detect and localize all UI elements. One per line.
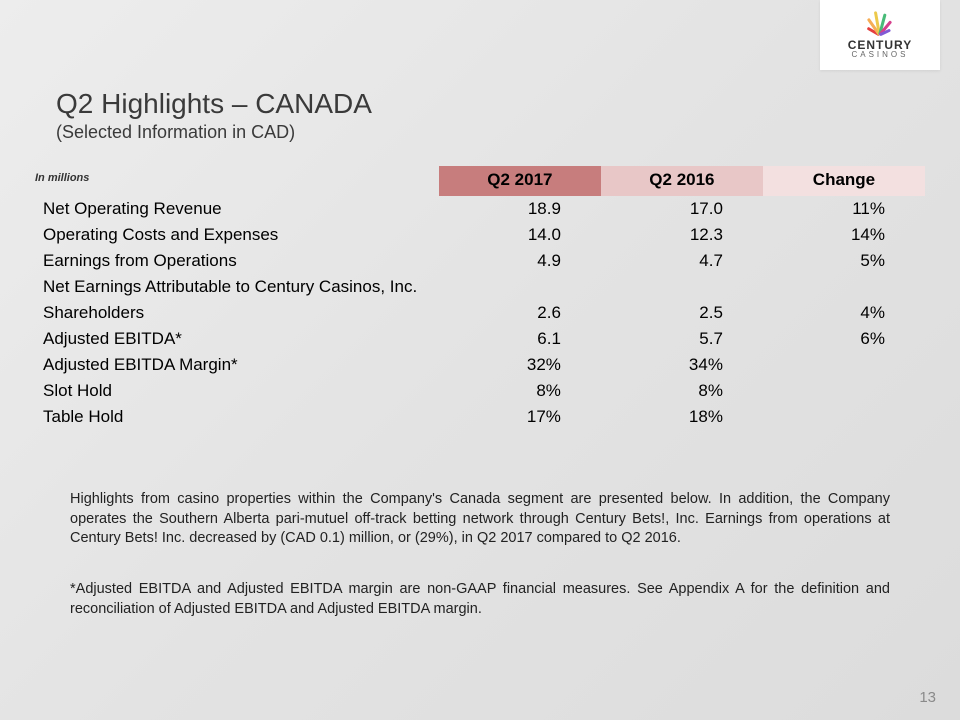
row-q2017: 18.9 <box>439 196 601 222</box>
table-row: Net Earnings Attributable to Century Cas… <box>35 274 925 300</box>
row-change: 4% <box>763 300 925 326</box>
row-q2016: 8% <box>601 378 763 404</box>
row-label: Net Earnings Attributable to Century Cas… <box>35 274 439 300</box>
header-change: Change <box>763 166 925 196</box>
row-q2017: 32% <box>439 352 601 378</box>
row-change <box>763 274 925 300</box>
row-label: Slot Hold <box>35 378 439 404</box>
row-label: Adjusted EBITDA* <box>35 326 439 352</box>
header-q2-2017: Q2 2017 <box>439 166 601 196</box>
row-q2016: 34% <box>601 352 763 378</box>
row-q2017: 8% <box>439 378 601 404</box>
row-label: Net Operating Revenue <box>35 196 439 222</box>
financial-table-wrap: Q2 2017 Q2 2016 Change Net Operating Rev… <box>35 166 925 430</box>
row-q2016: 12.3 <box>601 222 763 248</box>
row-q2017: 2.6 <box>439 300 601 326</box>
header-q2-2016: Q2 2016 <box>601 166 763 196</box>
row-label: Shareholders <box>35 300 439 326</box>
row-label: Operating Costs and Expenses <box>35 222 439 248</box>
table-row: Earnings from Operations4.94.75% <box>35 248 925 274</box>
row-q2016: 4.7 <box>601 248 763 274</box>
row-change <box>763 352 925 378</box>
page-title: Q2 Highlights – CANADA <box>56 88 372 120</box>
logo: CENTURY CASINOS <box>848 11 913 59</box>
row-change: 6% <box>763 326 925 352</box>
header-blank <box>35 166 439 196</box>
table-row: Slot Hold8%8% <box>35 378 925 404</box>
table-header-row: Q2 2017 Q2 2016 Change <box>35 166 925 196</box>
logo-burst-icon <box>860 11 900 37</box>
table-row: Table Hold17%18% <box>35 404 925 430</box>
table-row: Net Operating Revenue18.917.011% <box>35 196 925 222</box>
row-q2016: 17.0 <box>601 196 763 222</box>
row-q2016: 2.5 <box>601 300 763 326</box>
row-q2016: 5.7 <box>601 326 763 352</box>
row-change: 14% <box>763 222 925 248</box>
row-change: 5% <box>763 248 925 274</box>
table-row: Shareholders2.62.54% <box>35 300 925 326</box>
row-q2017: 17% <box>439 404 601 430</box>
page-subtitle: (Selected Information in CAD) <box>56 122 372 143</box>
row-label: Earnings from Operations <box>35 248 439 274</box>
footnote-text: *Adjusted EBITDA and Adjusted EBITDA mar… <box>70 580 890 619</box>
row-change <box>763 378 925 404</box>
row-label: Adjusted EBITDA Margin* <box>35 352 439 378</box>
row-q2017: 6.1 <box>439 326 601 352</box>
row-change <box>763 404 925 430</box>
financial-table: Q2 2017 Q2 2016 Change Net Operating Rev… <box>35 166 925 430</box>
highlights-paragraph: Highlights from casino properties within… <box>70 490 890 549</box>
row-change: 11% <box>763 196 925 222</box>
table-row: Adjusted EBITDA Margin*32%34% <box>35 352 925 378</box>
page-number: 13 <box>919 689 936 706</box>
title-block: Q2 Highlights – CANADA (Selected Informa… <box>56 88 372 143</box>
row-label: Table Hold <box>35 404 439 430</box>
table-row: Adjusted EBITDA*6.15.76% <box>35 326 925 352</box>
row-q2017 <box>439 274 601 300</box>
logo-container: CENTURY CASINOS <box>820 0 940 70</box>
row-q2016 <box>601 274 763 300</box>
row-q2017: 14.0 <box>439 222 601 248</box>
logo-sub: CASINOS <box>848 51 913 59</box>
row-q2016: 18% <box>601 404 763 430</box>
row-q2017: 4.9 <box>439 248 601 274</box>
table-row: Operating Costs and Expenses14.012.314% <box>35 222 925 248</box>
